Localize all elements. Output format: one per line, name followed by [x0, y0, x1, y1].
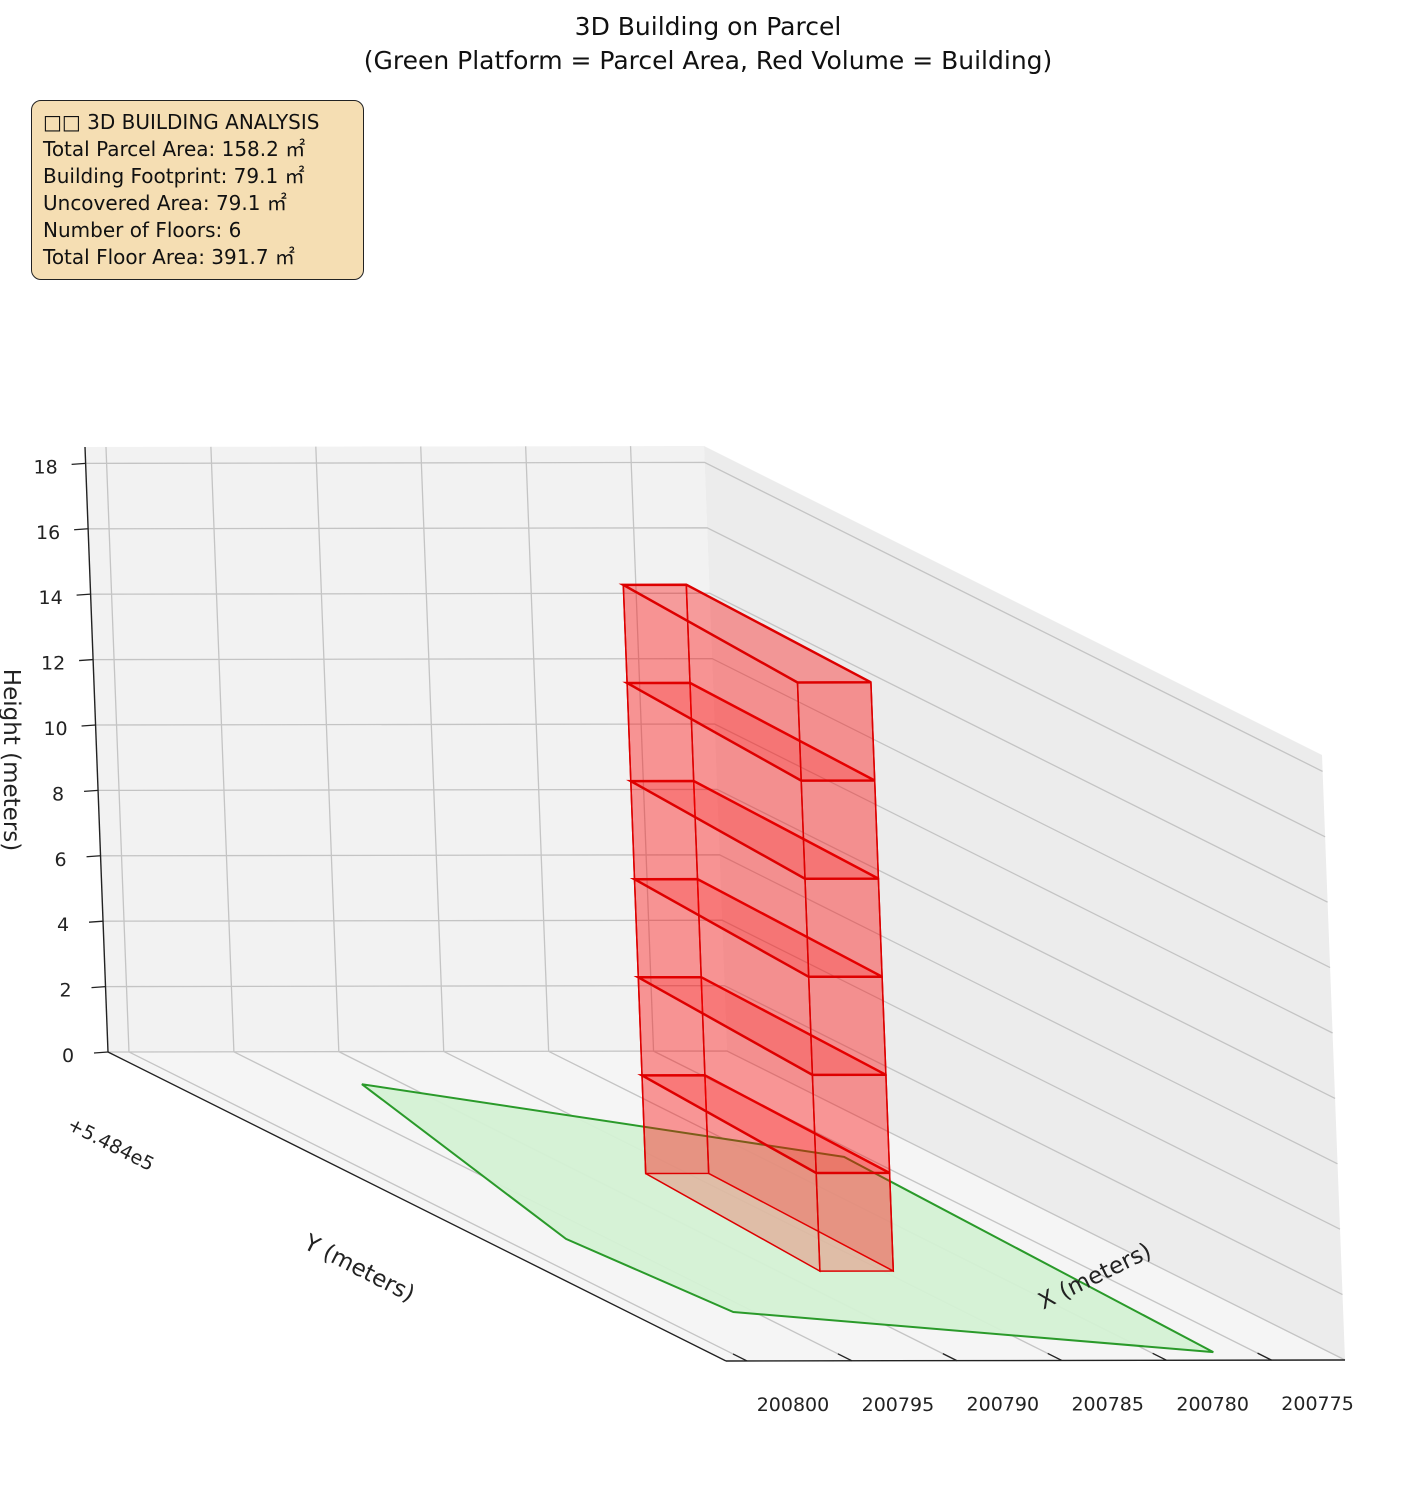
grid-line-x: [315, 446, 340, 1052]
z-tick-label: 16: [36, 522, 60, 544]
x-tick-label: 200775: [1281, 1393, 1354, 1415]
z-tick-label: 8: [52, 783, 64, 805]
z-tick-label: 0: [62, 1045, 74, 1067]
z-tick-mark: [84, 789, 99, 793]
info-building-footprint: Building Footprint: 79.1 ㎡: [43, 164, 305, 188]
z-tick-label: 2: [59, 980, 71, 1002]
z-tick-label: 12: [41, 653, 65, 675]
back-pane-y: [85, 446, 727, 1052]
x-tick-mark: [732, 1353, 748, 1362]
z-tick-label: 18: [34, 456, 58, 478]
grid-line-z: [100, 854, 1338, 1165]
grid-line-x: [105, 446, 130, 1052]
back-pane-x: [704, 446, 1345, 1360]
z-axis-line: [84, 446, 109, 1053]
grid-line-x: [210, 446, 235, 1052]
z-tick-mark: [79, 658, 94, 662]
z-tick-label: 6: [54, 849, 66, 871]
chart-subtitle: (Green Platform = Parcel Area, Red Volum…: [363, 46, 1053, 75]
info-total-floor-area: Total Floor Area: 391.7 ㎡: [43, 245, 295, 269]
grid-line-z: [88, 527, 1326, 838]
grid-line-x: [128, 1051, 748, 1362]
z-tick-mark: [81, 724, 96, 727]
axis-lines: [71, 446, 1346, 1362]
data-marks: [361, 583, 1214, 1354]
grid-line-z: [85, 461, 1323, 772]
z-axis-label: Height (meters): [0, 669, 24, 851]
grid-line-z: [105, 984, 1343, 1296]
building-wall: [804, 877, 883, 978]
grid-line-z: [102, 919, 1341, 1230]
x-tick-mark: [942, 1353, 958, 1362]
z-tick-mark: [71, 462, 86, 465]
analysis-info-box: □□ 3D BUILDING ANALYSIS Total Parcel Are…: [31, 100, 364, 280]
z-tick-label: 4: [57, 914, 69, 936]
x-tick-label: 200795: [862, 1394, 935, 1416]
info-parcel-area: Total Parcel Area: 158.2 ㎡: [43, 137, 306, 161]
grid-line-z: [93, 657, 1331, 969]
x-tick-mark: [1257, 1352, 1272, 1361]
grid-line-x: [524, 446, 550, 1052]
z-tick-mark: [86, 855, 101, 858]
z-tick-mark: [91, 985, 106, 989]
chart-title: 3D Building on Parcel: [574, 12, 842, 41]
x-tick-mark: [837, 1353, 853, 1362]
grid-line-z: [107, 1050, 1346, 1361]
y-axis-offset-text: +5.484e5: [64, 1113, 158, 1175]
y-axis-line: [107, 1051, 727, 1362]
info-number-of-floors: Number of Floors: 6: [43, 218, 242, 242]
z-tick-mark: [76, 593, 91, 596]
building-wall: [807, 975, 887, 1076]
x-tick-label: 200790: [967, 1394, 1040, 1416]
info-box-title: □□ 3D BUILDING ANALYSIS: [43, 110, 320, 134]
z-tick-mark: [74, 528, 89, 531]
grid-line-z: [95, 723, 1333, 1034]
z-tick-mark: [88, 920, 104, 923]
x-tick-label: 200785: [1071, 1393, 1144, 1415]
building-wall: [811, 1074, 891, 1174]
x-tick-mark: [1152, 1352, 1167, 1361]
parcel-platform: [361, 1083, 1214, 1354]
x-tick-mark: [1047, 1352, 1063, 1362]
x-tick-label: 200780: [1176, 1393, 1249, 1415]
info-uncovered-area: Uncovered Area: 79.1 ㎡: [43, 191, 287, 215]
grid-line-x: [629, 446, 655, 1052]
y-axis-label: Y (meters): [299, 1229, 419, 1307]
building-wall: [796, 681, 876, 782]
floor-slab: [618, 583, 872, 684]
z-tick-label: 10: [43, 718, 67, 740]
grid-line-z: [90, 592, 1328, 903]
grid-line-z: [98, 788, 1336, 1099]
grid-line-x: [420, 446, 445, 1052]
building-wall: [800, 779, 880, 880]
z-tick-label: 14: [39, 587, 63, 609]
x-axis-line: [725, 1359, 1346, 1362]
z-tick-mark: [93, 1051, 109, 1054]
building-wall: [815, 1172, 895, 1272]
x-tick-label: 200800: [757, 1394, 830, 1416]
